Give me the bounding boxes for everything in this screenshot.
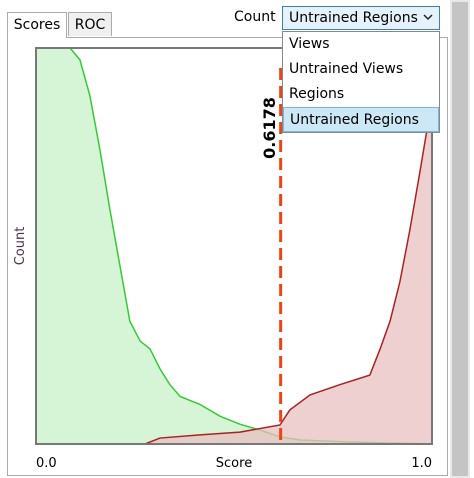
dropdown-option[interactable]: Views [289, 36, 330, 52]
x-tick-label: 1.0 [411, 456, 432, 471]
tab-scores[interactable]: Scores [7, 12, 67, 38]
area-fill [36, 48, 432, 444]
dropdown-option[interactable]: Untrained Views [289, 61, 404, 77]
y-axis-title: Count [13, 227, 28, 266]
tab-panel [7, 37, 448, 476]
area-line [144, 99, 433, 445]
plot-frame [35, 47, 433, 445]
dropdown[interactable]: Untrained Regions [282, 6, 440, 30]
tab-roc[interactable]: ROC [68, 12, 112, 36]
dropdown-value: Untrained Regions [289, 10, 418, 26]
scroll-thumb[interactable] [452, 2, 468, 476]
dropdown-option[interactable]: Regions [289, 86, 345, 102]
x-tick-label: 0.0 [36, 456, 57, 471]
chevron [423, 14, 433, 21]
dropdown-list: Views Untrained Views Regions Untrained Reg… [282, 31, 440, 133]
dropdown-option[interactable]: Untrained Regions [283, 107, 439, 132]
threshold-label: 0.6178 [260, 97, 279, 159]
count-label: Count [234, 9, 276, 25]
chart: 0.6178 0.0 1.0 Score Count [13, 47, 433, 471]
area-fill [144, 99, 432, 444]
x-axis-title: Score [216, 456, 252, 471]
